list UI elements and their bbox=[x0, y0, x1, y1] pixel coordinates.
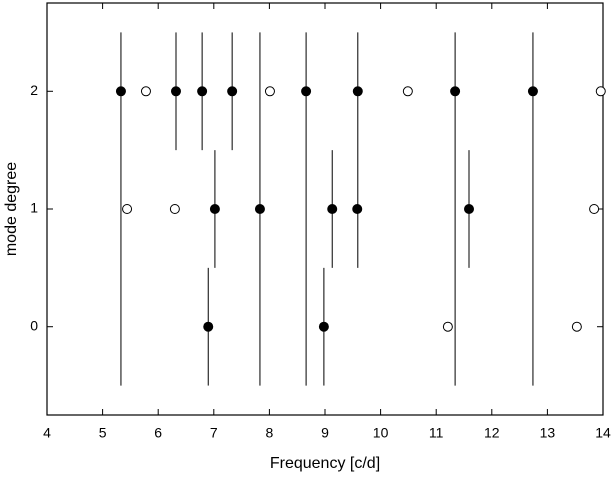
open-point bbox=[402, 86, 413, 97]
filled-point bbox=[318, 321, 329, 332]
filled-point bbox=[197, 86, 208, 97]
x-tick-label: 4 bbox=[43, 425, 51, 441]
filled-point bbox=[327, 204, 338, 214]
open-point bbox=[264, 86, 275, 97]
x-tick-label: 13 bbox=[540, 425, 556, 441]
filled-point bbox=[170, 86, 181, 97]
filled-point bbox=[464, 204, 475, 214]
open-point bbox=[571, 321, 582, 332]
filled-point bbox=[450, 86, 461, 97]
open-point bbox=[589, 204, 600, 214]
filled-point bbox=[227, 86, 238, 97]
x-tick-label: 9 bbox=[321, 425, 329, 441]
y-tick-label: 2 bbox=[30, 82, 38, 98]
filled-point bbox=[527, 86, 538, 97]
open-point bbox=[169, 204, 180, 214]
filled-point bbox=[203, 321, 214, 332]
filled-point bbox=[352, 204, 363, 214]
open-point bbox=[122, 204, 133, 214]
x-tick-label: 6 bbox=[154, 425, 162, 441]
x-tick-label: 8 bbox=[266, 425, 274, 441]
filled-point bbox=[254, 204, 265, 214]
open-point bbox=[442, 321, 453, 332]
filled-point bbox=[115, 86, 126, 97]
open-point bbox=[140, 86, 151, 97]
x-tick-label: 10 bbox=[373, 425, 389, 441]
y-tick-label: 0 bbox=[30, 317, 38, 333]
filled-point bbox=[352, 86, 363, 97]
x-tick-label: 11 bbox=[429, 425, 444, 441]
y-tick-label: 1 bbox=[30, 200, 38, 216]
filled-point bbox=[301, 86, 312, 97]
x-tick-label: 14 bbox=[595, 425, 611, 441]
filled-point bbox=[209, 204, 220, 214]
x-tick-label: 12 bbox=[484, 425, 500, 441]
y-axis-label: mode degree bbox=[3, 162, 20, 256]
x-tick-label: 7 bbox=[210, 425, 218, 441]
x-tick-label: 5 bbox=[99, 425, 107, 441]
open-point bbox=[595, 86, 606, 97]
x-axis-label: Frequency [c/d] bbox=[270, 455, 380, 472]
